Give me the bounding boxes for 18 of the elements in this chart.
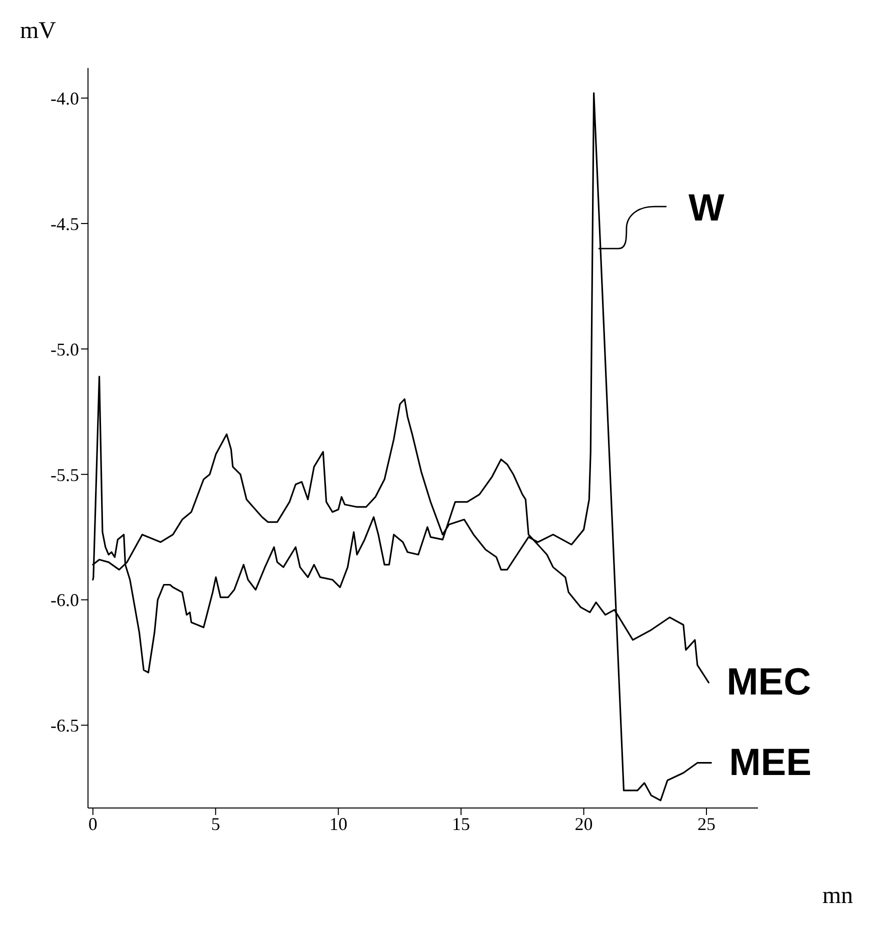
y-tick-label: -5.0: [50, 339, 79, 360]
x-tick-label: 20: [574, 814, 593, 834]
x-tick-label: 15: [452, 814, 470, 834]
x-axis-title: mn: [822, 883, 853, 909]
leader-curve: W: [598, 188, 724, 250]
series-label: MEC: [726, 662, 812, 704]
annotation: W: [688, 188, 724, 230]
y-tick-label: -4.0: [50, 88, 79, 108]
series-label: MEE: [729, 742, 812, 784]
y-tick-label: -4.5: [50, 214, 79, 234]
x-tick-label: 25: [697, 814, 716, 834]
x-tick-label: 5: [211, 814, 220, 834]
y-tick-label: -6.0: [50, 590, 79, 610]
x-tick-label: 10: [329, 814, 348, 834]
y-tick-label: -6.5: [50, 716, 79, 736]
y-axis-title: mV: [20, 18, 57, 44]
y-tick-label: -5.5: [50, 464, 79, 485]
x-tick-label: 0: [88, 814, 98, 834]
